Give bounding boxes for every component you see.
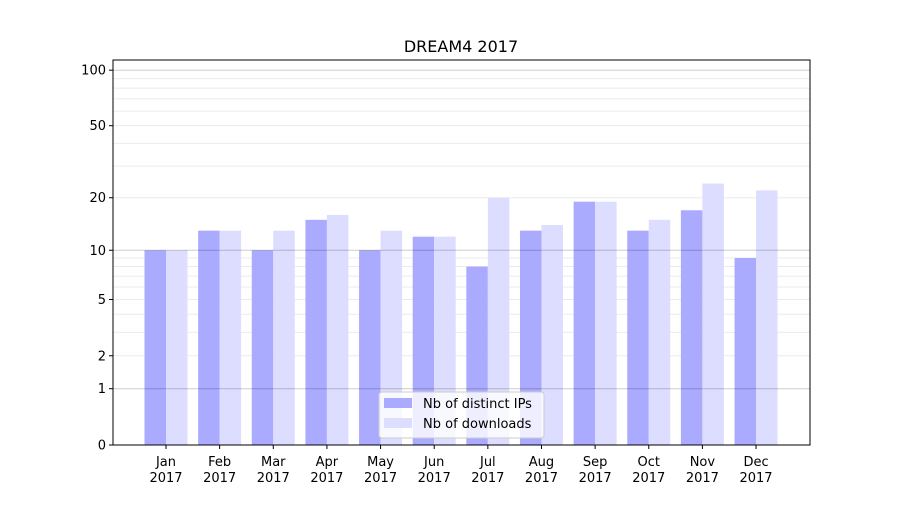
bar-distinct-ips [680,210,703,445]
x-tick-label: May 2017 [364,455,397,486]
y-tick-label: 100 [81,64,106,79]
bar-downloads [487,197,510,445]
bar-distinct-ips [144,250,166,445]
plot-frame [112,59,811,446]
bar-distinct-ips [198,230,220,445]
y-tick-label: 0 [98,439,106,454]
x-tick-label: Feb 2017 [203,455,236,486]
y-tick-label: 20 [89,191,106,206]
x-tick-label: Jul 2017 [471,455,504,486]
x-tick-label: Jan 2017 [149,455,182,486]
x-tick-label: Nov 2017 [686,455,719,486]
y-tick-label: 10 [89,244,106,259]
bar-downloads [595,201,617,445]
bar-downloads [648,219,671,445]
legend-box [378,391,545,439]
x-tick-label: Mar 2017 [257,455,290,486]
legend-label: Nb of distinct IPs [423,397,532,412]
bar-distinct-ips [359,250,381,445]
x-tick-label: Jun 2017 [418,455,451,486]
bar-downloads [166,250,188,445]
y-tick-label: 2 [98,349,106,364]
x-axis: Jan 2017 Feb 2017 Mar 2017 Apr 2017 May 2017 Jun 20… [149,445,773,486]
x-tick-label: Oct 2017 [632,455,665,486]
x-tick-label: Aug 2017 [525,455,558,486]
legend-swatch [384,418,412,428]
y-tick-label: 50 [89,119,106,134]
bar-distinct-ips [573,201,596,445]
bar-distinct-ips [305,219,327,445]
y-tick-label: 5 [98,293,106,308]
chart-title: DREAM4 2017 [404,37,518,56]
y-tick-label: 1 [98,382,106,397]
bar-downloads [326,214,349,445]
bar-downloads [541,225,563,445]
x-tick-label: Apr 2017 [310,455,343,486]
bar-distinct-ips [734,258,757,445]
legend-label: Nb of downloads [423,417,532,432]
grid-overlay [113,69,810,390]
bar-distinct-ips [627,230,649,445]
bar-distinct-ips [519,230,542,445]
bar-downloads [702,183,724,446]
x-tick-label: Dec 2017 [739,455,772,486]
bar-downloads [219,230,242,445]
bar-downloads [273,230,295,445]
x-tick-label: Sep 2017 [579,455,612,486]
bar-distinct-ips [251,250,274,445]
y-axis: 0 1 2 5 10 20 50 100 [81,64,113,454]
legend: Nb of distinct IPs Nb of downloads [378,391,545,439]
bars [144,183,778,446]
bar-downloads [380,230,403,445]
bar-downloads [756,190,778,445]
legend-swatch [384,398,412,408]
